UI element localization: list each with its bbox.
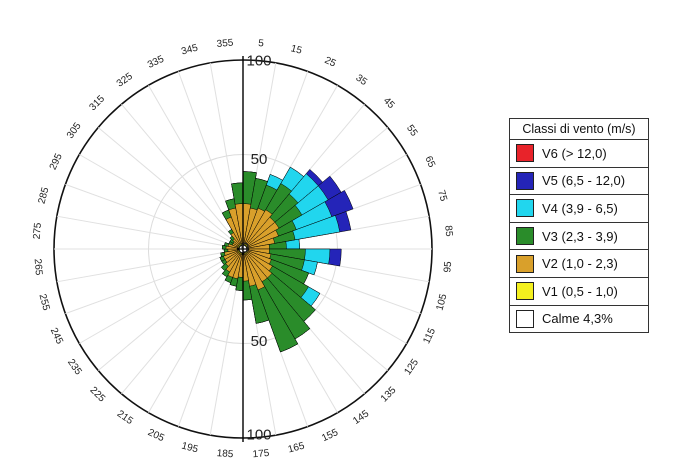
direction-label-315: 315 bbox=[88, 93, 108, 113]
legend-item: Calme 4,3% bbox=[510, 306, 648, 333]
direction-label-125: 125 bbox=[402, 357, 421, 377]
radial-label-top-50: 50 bbox=[251, 151, 268, 168]
direction-label-255: 255 bbox=[37, 293, 52, 312]
legend: Classi di vento (m/s) V6 (> 12,0) V5 (6,5… bbox=[509, 118, 649, 334]
direction-label-55: 55 bbox=[404, 123, 420, 139]
sector-v2-55 bbox=[242, 221, 280, 250]
sector-v2-35 bbox=[242, 209, 273, 250]
radial-label-center-0: 0 bbox=[241, 240, 249, 257]
legend-swatch bbox=[516, 144, 534, 163]
direction-label-155: 155 bbox=[320, 427, 340, 444]
direction-label-275: 275 bbox=[32, 222, 44, 240]
direction-label-325: 325 bbox=[115, 71, 135, 90]
legend-swatch bbox=[516, 199, 534, 218]
legend-rows: V6 (> 12,0) V5 (6,5 - 12,0) V4 (3,9 - 6,5)… bbox=[510, 140, 648, 332]
direction-label-185: 185 bbox=[216, 448, 234, 460]
spoke-280 bbox=[56, 215, 244, 250]
spoke-250 bbox=[65, 248, 244, 315]
direction-label-135: 135 bbox=[379, 385, 399, 405]
legend-label: V3 (2,3 - 3,9) bbox=[542, 228, 618, 244]
legend-swatch bbox=[516, 282, 534, 301]
sector-v2-155 bbox=[242, 248, 266, 291]
direction-label-35: 35 bbox=[353, 73, 369, 89]
legend-label: Calme 4,3% bbox=[542, 311, 613, 327]
direction-label-285: 285 bbox=[37, 186, 52, 205]
legend-item: V2 (1,0 - 2,3) bbox=[510, 250, 648, 278]
wind-sectors bbox=[219, 166, 354, 353]
direction-label-115: 115 bbox=[421, 326, 438, 345]
direction-label-75: 75 bbox=[435, 189, 449, 203]
direction-label-235: 235 bbox=[65, 357, 84, 377]
sector-v2-65 bbox=[242, 229, 279, 250]
direction-label-295: 295 bbox=[48, 152, 65, 172]
legend-swatch bbox=[516, 171, 534, 190]
direction-label-195: 195 bbox=[180, 441, 199, 456]
sector-v2-75 bbox=[242, 237, 275, 250]
spoke-290 bbox=[65, 183, 244, 250]
legend-label: V4 (3,9 - 6,5) bbox=[542, 200, 618, 216]
radial-label-bottom-50: 50 bbox=[251, 333, 268, 350]
direction-label-355: 355 bbox=[216, 38, 234, 50]
legend-item: V6 (> 12,0) bbox=[510, 140, 648, 168]
direction-label-225: 225 bbox=[88, 385, 108, 405]
legend-label: V6 (> 12,0) bbox=[542, 145, 607, 161]
direction-label-85: 85 bbox=[442, 225, 454, 237]
legend-swatch bbox=[516, 309, 534, 328]
spoke-310 bbox=[97, 127, 244, 250]
direction-label-165: 165 bbox=[287, 440, 306, 455]
radial-label-bottom-100: 100 bbox=[246, 427, 271, 444]
radial-labels: 100 50 0 50 100 bbox=[241, 53, 272, 444]
spoke-240 bbox=[79, 248, 244, 344]
direction-label-345: 345 bbox=[180, 42, 199, 57]
vertical-axis bbox=[237, 56, 249, 442]
sector-v2-225 bbox=[225, 248, 244, 267]
direction-label-335: 335 bbox=[146, 54, 166, 71]
direction-label-25: 25 bbox=[323, 55, 338, 70]
legend-item: V1 (0,5 - 1,0) bbox=[510, 278, 648, 306]
legend-item: V4 (3,9 - 6,5) bbox=[510, 195, 648, 223]
legend-swatch bbox=[516, 227, 534, 246]
legend-label: V5 (6,5 - 12,0) bbox=[542, 173, 626, 189]
legend-label: V1 (0,5 - 1,0) bbox=[542, 283, 618, 299]
direction-label-265: 265 bbox=[32, 258, 44, 276]
direction-label-15: 15 bbox=[290, 43, 304, 57]
legend-label: V2 (1,0 - 2,3) bbox=[542, 256, 618, 272]
legend-title: Classi di vento (m/s) bbox=[510, 119, 648, 140]
direction-label-305: 305 bbox=[65, 120, 84, 140]
sector-v2-205 bbox=[227, 248, 244, 278]
direction-label-245: 245 bbox=[48, 326, 65, 346]
direction-label-105: 105 bbox=[435, 292, 450, 311]
direction-label-175: 175 bbox=[252, 448, 270, 460]
direction-label-145: 145 bbox=[351, 408, 371, 427]
legend-swatch bbox=[516, 254, 534, 273]
direction-label-65: 65 bbox=[422, 155, 437, 170]
direction-label-45: 45 bbox=[381, 95, 397, 111]
radial-label-top-100: 100 bbox=[246, 53, 271, 70]
legend-item: V3 (2,3 - 3,9) bbox=[510, 223, 648, 251]
sector-v2-165 bbox=[242, 248, 257, 287]
direction-label-5: 5 bbox=[258, 38, 265, 49]
spoke-320 bbox=[121, 103, 244, 250]
legend-item: V5 (6,5 - 12,0) bbox=[510, 168, 648, 196]
direction-label-205: 205 bbox=[146, 427, 166, 444]
direction-label-215: 215 bbox=[115, 408, 135, 427]
direction-label-95: 95 bbox=[442, 261, 454, 273]
sector-v2-215 bbox=[225, 248, 244, 273]
spoke-230 bbox=[97, 248, 244, 371]
spoke-260 bbox=[56, 248, 244, 283]
spoke-300 bbox=[79, 154, 244, 250]
